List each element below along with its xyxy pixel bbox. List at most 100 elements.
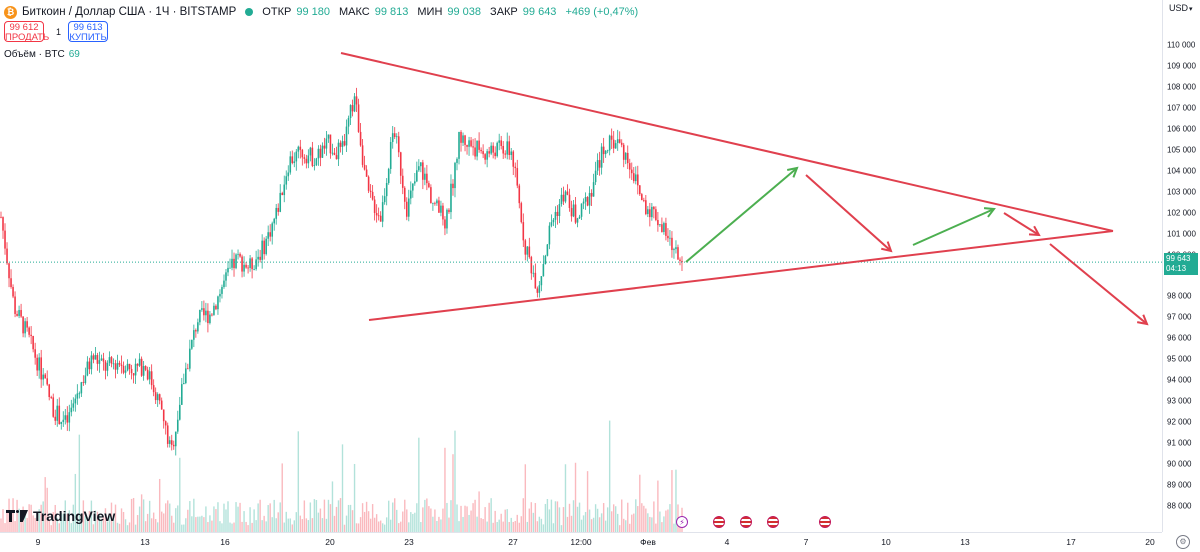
volume-bar — [661, 522, 663, 532]
time-tick-label: 20 — [1145, 537, 1155, 547]
time-axis[interactable]: 9 13 16 20 23 27 12:00 Фев 4 7 10 13 17 20 — [0, 532, 1162, 552]
candle-body — [500, 140, 502, 146]
currency-selector[interactable]: USD▾ — [1169, 3, 1193, 13]
candle-body — [245, 264, 247, 268]
candle-body — [237, 253, 239, 255]
price-tick-label: 106 000 — [1167, 124, 1196, 134]
volume-bar — [221, 523, 223, 532]
candle-body — [283, 184, 286, 196]
price-tick-label: 97 000 — [1167, 312, 1192, 322]
volume-bar — [148, 500, 151, 532]
candle-body — [14, 296, 16, 314]
currency-label: USD — [1169, 3, 1189, 13]
candle-body — [231, 258, 233, 268]
candle-body — [347, 118, 350, 127]
volume-bar — [14, 520, 16, 532]
volume-bar — [142, 499, 145, 532]
sell-button[interactable]: 99 612 ПРОДАТЬ — [4, 21, 49, 43]
price-tick-label: 88 000 — [1167, 501, 1192, 511]
candle-body — [223, 280, 225, 288]
volume-bar — [526, 521, 529, 532]
volume-bar — [309, 502, 312, 532]
volume-bar — [612, 504, 615, 532]
candle-body — [458, 131, 460, 159]
lightning-event-icon[interactable]: ⚡ — [676, 516, 688, 528]
volume-bar — [639, 474, 641, 532]
settings-gear-icon[interactable]: ⚙ — [1176, 535, 1190, 549]
volume-bar — [251, 522, 253, 532]
volume-bar — [20, 519, 22, 532]
volume-bar — [165, 503, 167, 532]
volume-bar — [484, 507, 486, 532]
us-flag-event-icon[interactable] — [767, 516, 779, 528]
volume-bar — [122, 511, 125, 532]
volume-bar — [104, 508, 107, 532]
time-tick-label: 13 — [140, 537, 150, 547]
volume-bar — [436, 520, 438, 532]
time-tick-label: 16 — [220, 537, 230, 547]
candle-body — [594, 170, 597, 183]
us-flag-event-icon[interactable] — [713, 516, 725, 528]
candle-body — [58, 405, 61, 424]
candle-body — [32, 336, 34, 350]
volume-bar — [506, 509, 508, 532]
candle-body — [106, 362, 109, 371]
candle-body — [343, 141, 346, 146]
candle-body — [395, 136, 398, 138]
volume-bar — [361, 503, 364, 532]
volume-bar — [207, 522, 209, 532]
candle-body — [488, 151, 490, 154]
volume-bar — [458, 521, 460, 532]
candle-body — [215, 305, 217, 310]
volume-bar — [297, 431, 300, 532]
candle-body — [383, 196, 386, 203]
candle-body — [263, 240, 265, 255]
candle-body — [582, 201, 585, 204]
candle-body — [643, 200, 645, 201]
candle-body — [243, 264, 245, 272]
candle-body — [403, 187, 406, 202]
candle-body — [160, 400, 163, 410]
candle-body — [351, 105, 354, 112]
price-chart[interactable] — [0, 0, 1162, 532]
candle-body — [279, 192, 282, 212]
volume-bar — [637, 506, 639, 532]
volume-bar — [625, 520, 627, 532]
candle-body — [598, 160, 601, 168]
candle-body — [580, 203, 583, 217]
volume-bar — [460, 505, 462, 532]
candle-body — [120, 364, 123, 366]
volume-bar — [233, 522, 235, 532]
volume-bar — [600, 513, 603, 532]
candle-body — [341, 141, 344, 147]
candle-body — [572, 204, 575, 217]
candle-body — [576, 218, 579, 223]
volume-bar — [544, 503, 547, 532]
volume-bar — [44, 477, 46, 532]
candle-body — [162, 409, 165, 422]
candle-body — [420, 162, 422, 167]
chart-canvas[interactable] — [0, 0, 1162, 532]
candle-body — [442, 205, 444, 220]
volume-bar — [305, 518, 308, 532]
symbol-title[interactable]: Биткоин / Доллар США · 1Ч · BITSTAMP — [22, 6, 237, 18]
volume-bar — [422, 507, 424, 532]
buy-button[interactable]: 99 613 КУПИТЬ — [68, 21, 108, 43]
us-flag-event-icon[interactable] — [819, 516, 831, 528]
volume-legend[interactable]: Объём · BTC 69 — [4, 49, 80, 60]
volume-bar — [472, 503, 474, 532]
candle-body — [313, 165, 316, 166]
candle-body — [410, 190, 412, 199]
tradingview-logo[interactable]: TradingView — [6, 508, 115, 524]
volume-bar — [18, 508, 20, 532]
candle-body — [620, 142, 623, 145]
candle-body — [293, 161, 296, 163]
us-flag-event-icon[interactable] — [740, 516, 752, 528]
candle-body — [434, 202, 436, 204]
volume-bar — [146, 513, 149, 532]
candle-body — [530, 257, 533, 274]
candle-body — [251, 258, 253, 270]
candle-body — [68, 412, 71, 423]
candle-body — [92, 355, 95, 360]
volume-bar — [671, 470, 673, 532]
